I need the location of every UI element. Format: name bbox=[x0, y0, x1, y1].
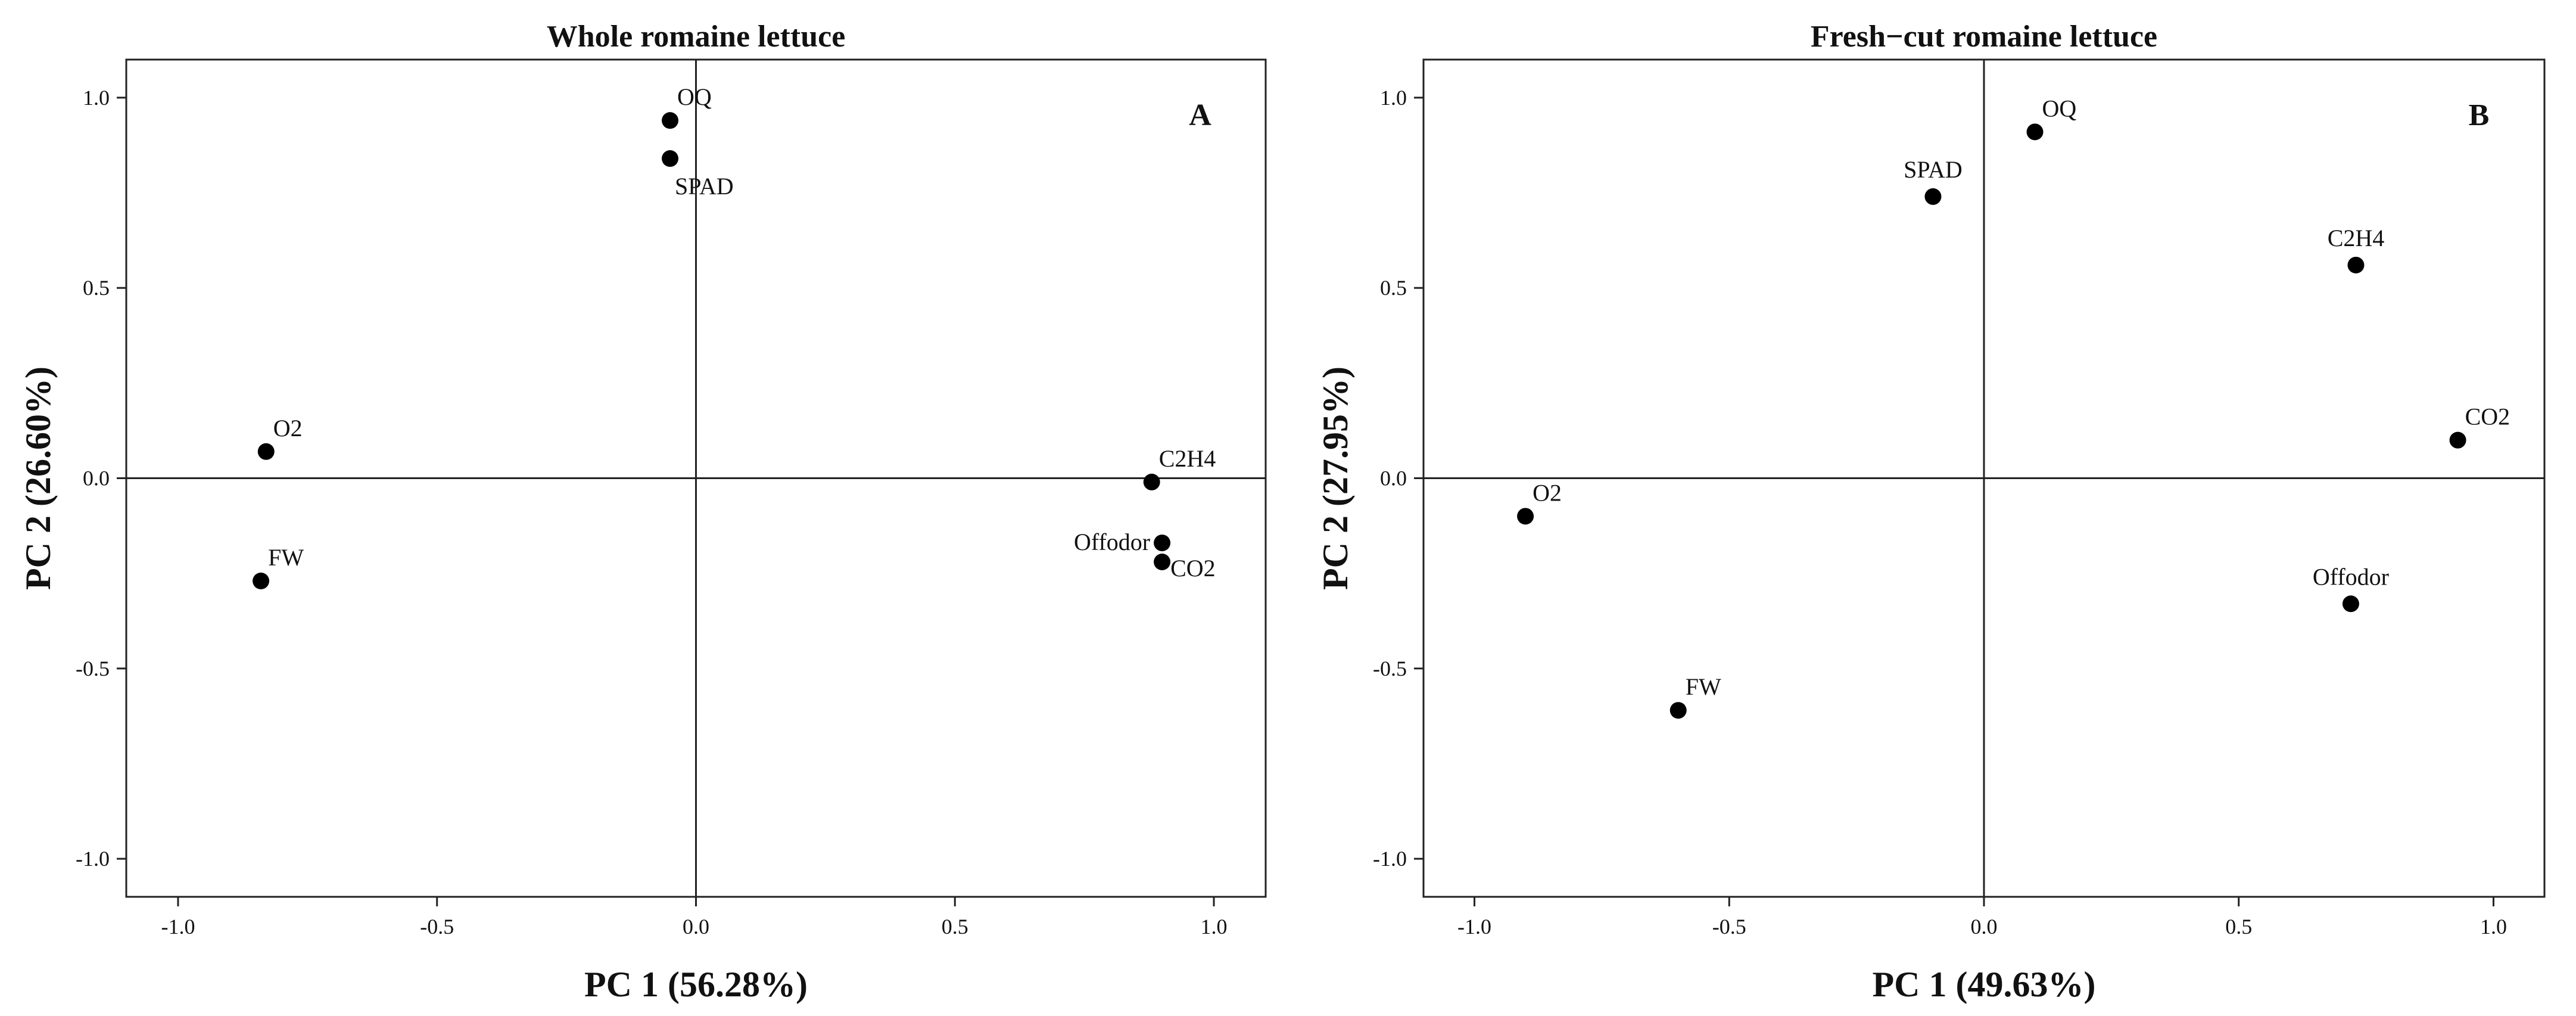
data-point bbox=[2449, 431, 2466, 449]
data-point bbox=[1669, 702, 1687, 719]
data-point bbox=[257, 443, 275, 460]
y-tick-label: 1.0 bbox=[83, 86, 110, 110]
data-point bbox=[1143, 473, 1160, 490]
x-tick-label: 0.5 bbox=[942, 915, 968, 939]
y-tick-label: 1.0 bbox=[1380, 86, 1407, 110]
x-tick-label: -1.0 bbox=[1457, 915, 1491, 939]
data-point-label: CO2 bbox=[2465, 403, 2510, 430]
data-point-label: O2 bbox=[1532, 479, 1562, 506]
x-tick-label: 1.0 bbox=[1201, 915, 1228, 939]
data-point-label: Offodor bbox=[2313, 563, 2389, 590]
data-point bbox=[662, 112, 679, 129]
data-point bbox=[1154, 535, 1171, 552]
y-tick-label: 0.0 bbox=[1380, 467, 1407, 490]
y-axis-label: PC 2 (26.60%) bbox=[18, 366, 58, 590]
data-point-label: O2 bbox=[273, 415, 303, 442]
x-tick-label: 0.0 bbox=[683, 915, 709, 939]
data-point bbox=[2342, 595, 2359, 613]
data-point-label: OQ bbox=[677, 83, 712, 110]
x-tick-label: 1.0 bbox=[2480, 915, 2507, 939]
x-tick-label: -0.5 bbox=[420, 915, 454, 939]
y-axis-label: PC 2 (27.95%) bbox=[1316, 366, 1355, 590]
data-point-label: C2H4 bbox=[1159, 445, 1216, 472]
y-tick-label: -0.5 bbox=[76, 657, 110, 681]
data-point-label: CO2 bbox=[1170, 555, 1216, 582]
panel-letter: A bbox=[1189, 98, 1211, 132]
panel-fresh-cut-romaine: Fresh−cut romaine lettuce B PC 1 (49.63%… bbox=[1316, 20, 2546, 1004]
data-point-label: OQ bbox=[2042, 95, 2077, 122]
y-tick-label: -0.5 bbox=[1373, 657, 1407, 681]
x-tick-label: -0.5 bbox=[1712, 915, 1746, 939]
x-tick-label: 0.0 bbox=[1971, 915, 1998, 939]
x-axis-label: PC 1 (49.63%) bbox=[1873, 965, 2096, 1004]
data-point bbox=[662, 150, 679, 167]
data-point bbox=[1154, 554, 1171, 570]
data-point-label: SPAD bbox=[675, 173, 734, 200]
y-tick-label: -1.0 bbox=[76, 847, 110, 871]
y-tick-label: 0.5 bbox=[83, 276, 110, 300]
panel-whole-romaine: Whole romaine lettuce A PC 1 (56.28%) PC… bbox=[18, 20, 1267, 1004]
data-point bbox=[2026, 123, 2044, 141]
data-point-label: FW bbox=[268, 544, 304, 571]
y-tick-label: 0.0 bbox=[83, 467, 110, 490]
panel-letter: B bbox=[2469, 98, 2490, 132]
data-point-label: C2H4 bbox=[2328, 225, 2385, 251]
data-point-label: FW bbox=[1686, 673, 1721, 700]
data-point bbox=[253, 572, 270, 589]
x-tick-label: -1.0 bbox=[161, 915, 195, 939]
data-point bbox=[1924, 188, 1942, 205]
data-point bbox=[2347, 256, 2365, 274]
data-point-label: SPAD bbox=[1904, 156, 1963, 183]
x-tick-label: 0.5 bbox=[2225, 915, 2252, 939]
data-point-label: Offodor bbox=[1074, 529, 1150, 555]
y-tick-label: -1.0 bbox=[1373, 847, 1407, 871]
x-axis-label: PC 1 (56.28%) bbox=[584, 965, 808, 1004]
data-point bbox=[1517, 508, 1534, 525]
y-tick-label: 0.5 bbox=[1380, 276, 1407, 300]
chart-title: Whole romaine lettuce bbox=[547, 20, 846, 54]
chart-title: Fresh−cut romaine lettuce bbox=[1811, 20, 2157, 54]
